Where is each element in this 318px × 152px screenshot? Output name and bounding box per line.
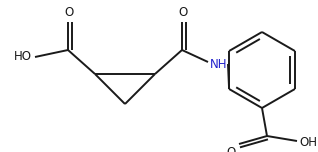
Text: NH: NH — [210, 57, 227, 71]
Text: HO: HO — [14, 50, 32, 64]
Text: O: O — [64, 6, 74, 19]
Text: O: O — [178, 6, 188, 19]
Text: O: O — [227, 146, 236, 152]
Text: OH: OH — [299, 135, 317, 149]
